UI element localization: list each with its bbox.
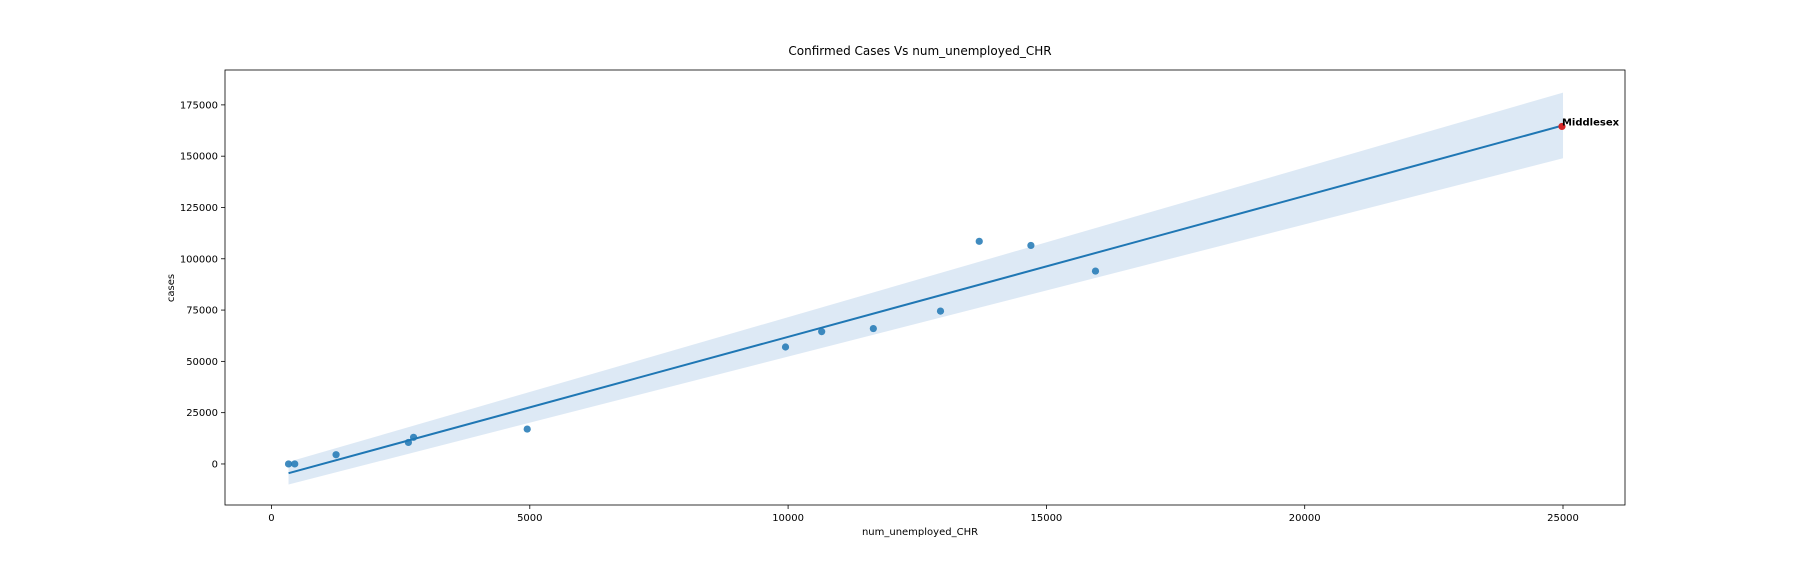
data-point bbox=[936, 307, 945, 315]
annotations: Middlesex bbox=[1562, 117, 1620, 128]
regression-line bbox=[288, 124, 1564, 475]
y-tick-label: 50000 bbox=[186, 357, 218, 368]
data-point bbox=[781, 343, 790, 351]
point-annotation: Middlesex bbox=[1562, 117, 1620, 128]
y-tick-label: 100000 bbox=[180, 254, 218, 265]
data-point bbox=[332, 451, 340, 459]
confidence-band-area bbox=[288, 92, 1564, 485]
x-axis-label: num_unemployed_CHR bbox=[862, 527, 978, 538]
data-point bbox=[523, 425, 531, 433]
x-tick-label: 10000 bbox=[772, 513, 804, 524]
x-tick-label: 20000 bbox=[1289, 513, 1321, 524]
data-point bbox=[975, 237, 983, 245]
y-tick-label: 125000 bbox=[180, 203, 218, 214]
x-axis: 0 5000 10000 15000 20000 25000 bbox=[268, 505, 1579, 524]
y-tick-label: 175000 bbox=[180, 100, 218, 111]
x-tick-label: 25000 bbox=[1547, 513, 1579, 524]
y-tick-label: 25000 bbox=[186, 408, 218, 419]
x-tick-label: 15000 bbox=[1030, 513, 1062, 524]
plot-frame bbox=[224, 69, 1626, 506]
data-point bbox=[404, 438, 412, 447]
y-axis: 0 25000 50000 75000 100000 125000 150000 175000 bbox=[180, 100, 225, 470]
x-tick-label: 5000 bbox=[517, 513, 542, 524]
data-point bbox=[869, 324, 877, 333]
data-point bbox=[291, 460, 299, 468]
highlighted-point bbox=[1558, 122, 1566, 131]
regression-line-path bbox=[288, 124, 1564, 475]
x-tick-label: 0 bbox=[268, 513, 274, 524]
data-point bbox=[284, 460, 293, 468]
chart-title: Confirmed Cases Vs num_unemployed_CHR bbox=[788, 44, 1051, 58]
data-point bbox=[1027, 241, 1035, 250]
y-tick-label: 75000 bbox=[186, 306, 218, 317]
data-point bbox=[818, 328, 826, 336]
data-points bbox=[284, 122, 1566, 468]
y-tick-label: 0 bbox=[212, 459, 218, 470]
y-tick-label: 150000 bbox=[180, 152, 218, 163]
data-point bbox=[409, 433, 418, 441]
confidence-band bbox=[288, 92, 1564, 485]
y-axis-label: cases bbox=[166, 274, 177, 302]
data-point bbox=[1091, 267, 1100, 275]
